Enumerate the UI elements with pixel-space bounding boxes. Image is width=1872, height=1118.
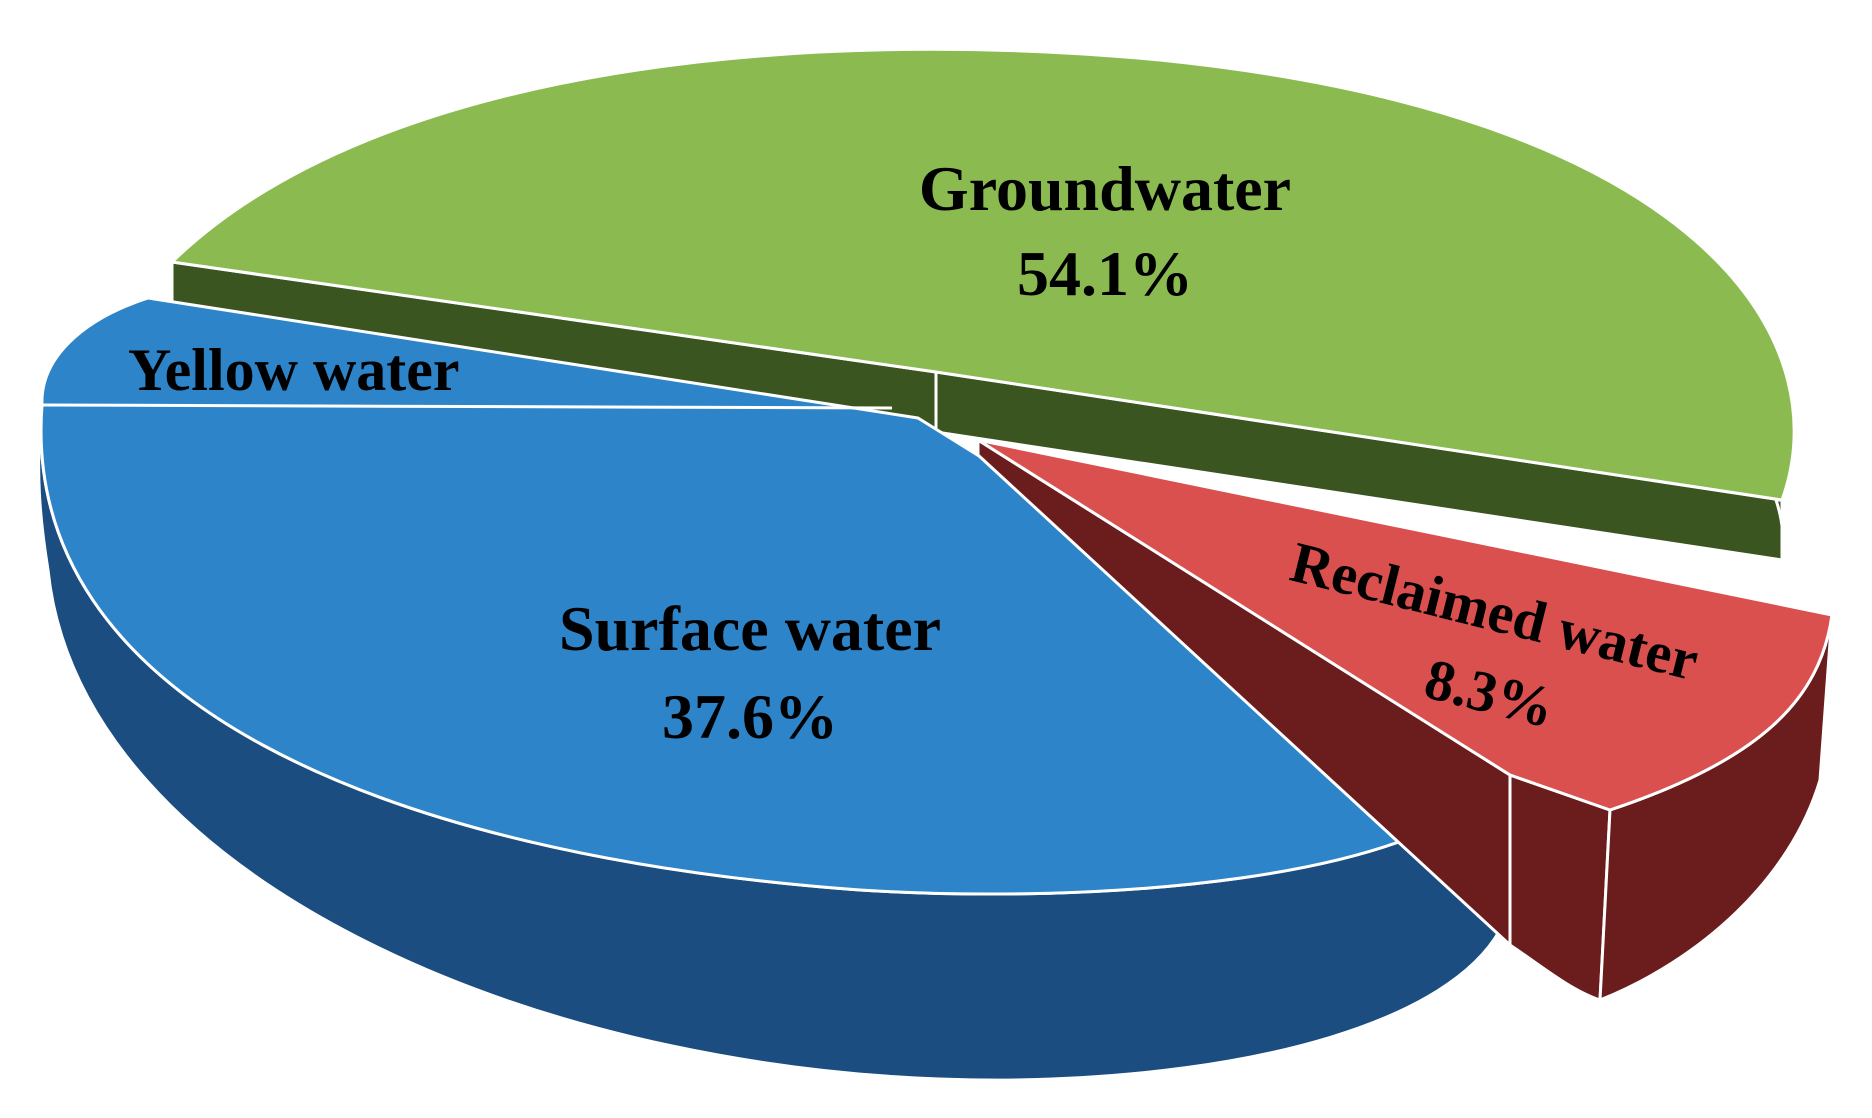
slice-reclaimed-water-side — [1508, 773, 1612, 1002]
slice-surface-water — [37, 296, 1502, 1082]
slice-groundwater-top — [170, 47, 1796, 502]
label-surface-water: Surface water — [559, 593, 941, 664]
slice-groundwater — [170, 47, 1796, 562]
slice-surface-water-top — [39, 296, 1502, 896]
slice-reclaimed-water-top — [976, 438, 1834, 812]
value-label-surface-water: 37.6% — [662, 681, 838, 752]
label-yellow-water: Yellow water — [128, 337, 460, 403]
value-label-groundwater: 54.1% — [1017, 238, 1193, 309]
yellow-water-divider — [41, 403, 893, 410]
label-groundwater: Groundwater — [919, 153, 1291, 224]
slice-reclaimed-water — [976, 438, 1834, 1002]
